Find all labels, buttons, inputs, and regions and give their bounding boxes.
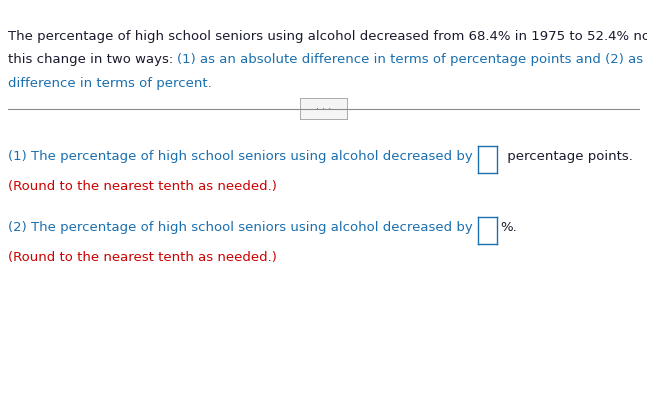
Text: (1) as an absolute difference in terms of percentage points and (2) as a relativ: (1) as an absolute difference in terms o…: [177, 53, 647, 66]
Text: percentage points.: percentage points.: [503, 150, 633, 163]
Text: difference in terms of percent.: difference in terms of percent.: [8, 77, 212, 90]
Text: The percentage of high school seniors using alcohol decreased from 68.4% in 1975: The percentage of high school seniors us…: [8, 30, 647, 43]
Text: (Round to the nearest tenth as needed.): (Round to the nearest tenth as needed.): [8, 180, 277, 193]
Text: (1) The percentage of high school seniors using alcohol decreased by: (1) The percentage of high school senior…: [8, 150, 477, 163]
Text: %.: %.: [500, 221, 517, 234]
Text: · · ·: · · ·: [316, 103, 331, 114]
Text: (2) The percentage of high school seniors using alcohol decreased by: (2) The percentage of high school senior…: [8, 221, 477, 234]
Text: (Round to the nearest tenth as needed.): (Round to the nearest tenth as needed.): [8, 251, 277, 264]
Text: this change in two ways:: this change in two ways:: [8, 53, 177, 66]
